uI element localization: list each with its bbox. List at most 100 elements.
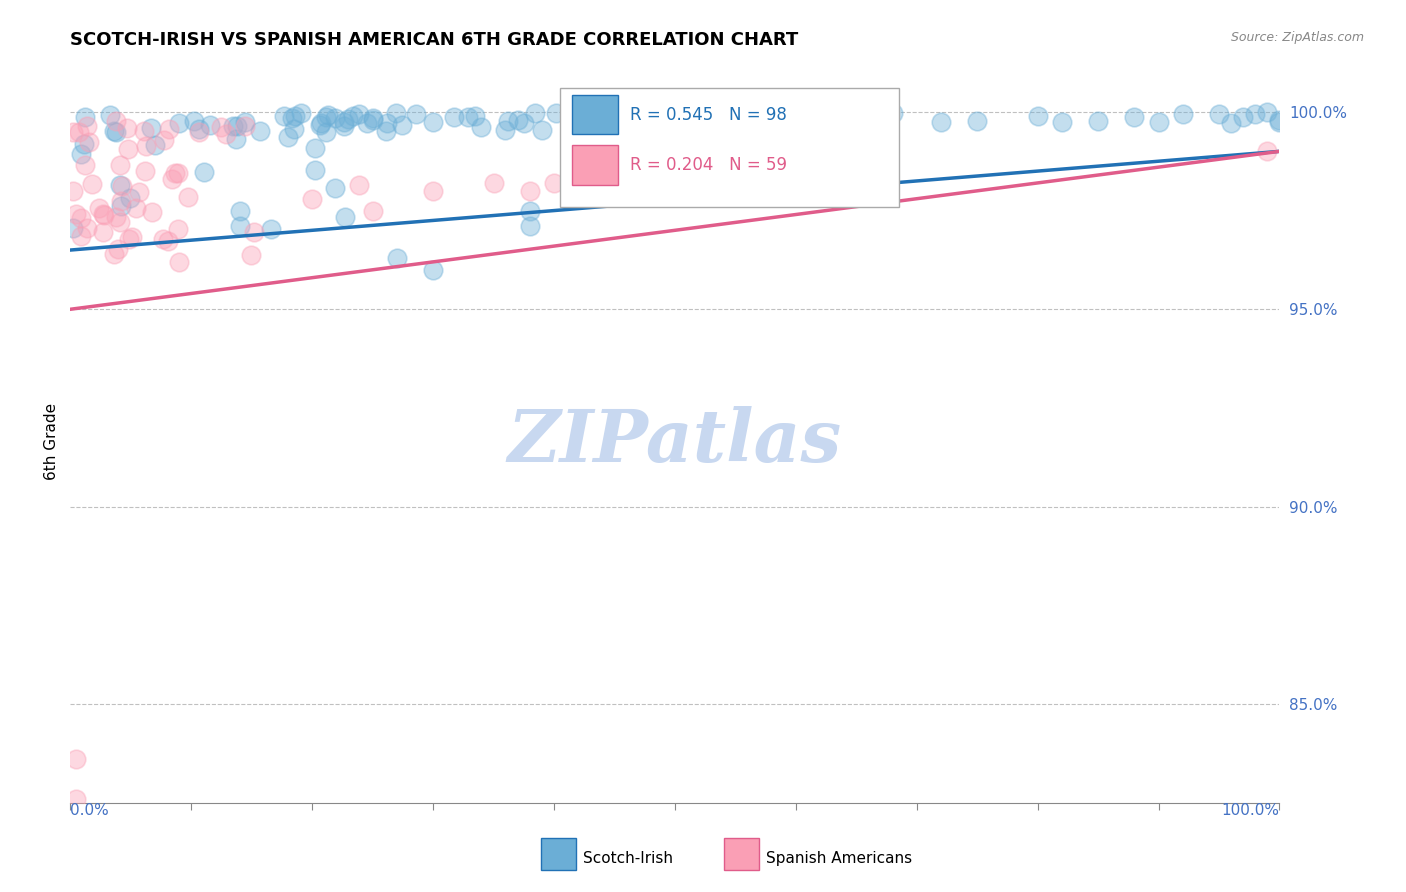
Point — [1268, 114, 1291, 128]
Point — [156, 234, 179, 248]
Point — [160, 172, 183, 186]
Point — [375, 116, 398, 130]
Point — [361, 203, 384, 218]
Point — [1087, 114, 1109, 128]
Point — [65, 752, 87, 766]
Point — [134, 124, 156, 138]
Point — [76, 120, 98, 134]
Point — [80, 177, 103, 191]
Point — [342, 109, 364, 123]
Point — [301, 192, 323, 206]
FancyBboxPatch shape — [572, 95, 619, 135]
Point — [385, 105, 408, 120]
Point — [405, 107, 427, 121]
Point — [167, 166, 190, 180]
Point — [107, 242, 129, 256]
Point — [290, 106, 312, 120]
Point — [482, 176, 505, 190]
Point — [315, 110, 337, 124]
Point — [609, 119, 631, 133]
Point — [304, 163, 326, 178]
Point — [496, 114, 519, 128]
Text: Spanish Americans: Spanish Americans — [766, 851, 912, 865]
Point — [929, 115, 952, 129]
Point — [134, 164, 156, 178]
Point — [139, 121, 162, 136]
Point — [1208, 106, 1230, 120]
Point — [62, 184, 84, 198]
Point — [77, 136, 100, 150]
Text: ZIPatlas: ZIPatlas — [508, 406, 842, 477]
Text: R = 0.204   N = 59: R = 0.204 N = 59 — [630, 156, 787, 174]
FancyBboxPatch shape — [560, 87, 898, 207]
Point — [215, 127, 238, 141]
Point — [183, 114, 205, 128]
Point — [111, 179, 134, 194]
Point — [304, 141, 326, 155]
Point — [105, 125, 128, 139]
Point — [361, 111, 384, 125]
Point — [177, 189, 200, 203]
Text: 0.0%: 0.0% — [70, 803, 110, 818]
Text: 100.0%: 100.0% — [1222, 803, 1279, 818]
Point — [260, 222, 283, 236]
Point — [157, 122, 180, 136]
Point — [621, 115, 644, 129]
Point — [651, 111, 673, 125]
Point — [524, 106, 547, 120]
Point — [530, 122, 553, 136]
Point — [457, 111, 479, 125]
Point — [332, 119, 354, 133]
Point — [76, 220, 98, 235]
Point — [283, 121, 305, 136]
Point — [70, 147, 93, 161]
Point — [65, 792, 87, 806]
Point — [634, 122, 657, 136]
Text: Source: ZipAtlas.com: Source: ZipAtlas.com — [1230, 31, 1364, 45]
Point — [845, 107, 868, 121]
Point — [1232, 111, 1254, 125]
Point — [543, 176, 565, 190]
Point — [221, 119, 243, 133]
Point — [103, 246, 125, 260]
Y-axis label: 6th Grade: 6th Grade — [44, 403, 59, 480]
Point — [121, 230, 143, 244]
Point — [105, 114, 128, 128]
Point — [69, 229, 91, 244]
Point — [91, 207, 114, 221]
Point — [67, 125, 90, 139]
Point — [277, 130, 299, 145]
Point — [347, 107, 370, 121]
Point — [115, 121, 138, 136]
Point — [240, 248, 263, 262]
Point — [188, 124, 211, 138]
Point — [323, 181, 346, 195]
Point — [1026, 109, 1049, 123]
Point — [141, 204, 163, 219]
Point — [163, 166, 186, 180]
Point — [508, 112, 530, 127]
Point — [375, 124, 398, 138]
Point — [565, 109, 588, 123]
Point — [519, 184, 541, 198]
Text: Scotch-Irish: Scotch-Irish — [583, 851, 673, 865]
FancyBboxPatch shape — [572, 145, 619, 185]
Point — [356, 115, 378, 129]
Point — [135, 139, 157, 153]
Point — [273, 109, 295, 123]
Point — [243, 226, 266, 240]
Point — [188, 122, 211, 136]
Point — [519, 203, 541, 218]
Text: SCOTCH-IRISH VS SPANISH AMERICAN 6TH GRADE CORRELATION CHART: SCOTCH-IRISH VS SPANISH AMERICAN 6TH GRA… — [70, 31, 799, 49]
Point — [385, 251, 408, 265]
Point — [73, 137, 96, 152]
Point — [110, 158, 132, 172]
Point — [785, 110, 807, 124]
Point — [249, 124, 271, 138]
Point — [233, 115, 256, 129]
Point — [761, 116, 783, 130]
Point — [118, 232, 141, 246]
Point — [513, 116, 536, 130]
Point — [1171, 107, 1194, 121]
Point — [422, 115, 444, 129]
